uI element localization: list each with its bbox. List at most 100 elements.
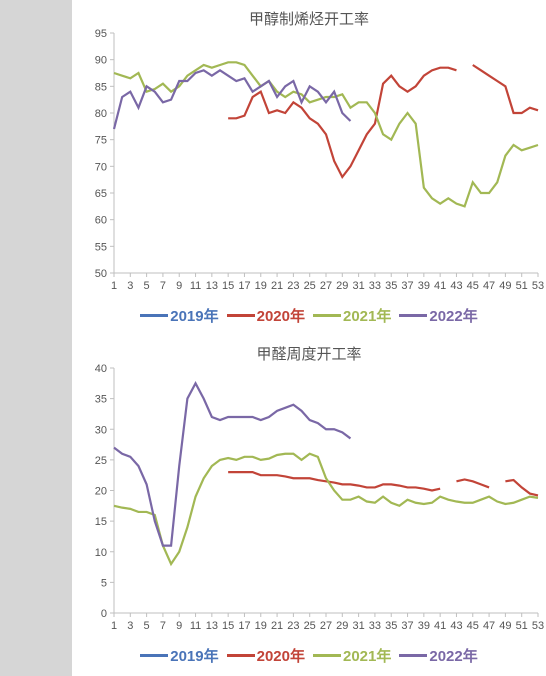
svg-text:60: 60 — [95, 215, 107, 227]
svg-text:40: 40 — [95, 363, 107, 375]
legend-top: 2019年 2020年 2021年 2022年 — [72, 303, 546, 330]
svg-text:45: 45 — [467, 620, 479, 632]
legend-swatch — [399, 654, 427, 657]
svg-text:65: 65 — [95, 188, 107, 200]
svg-text:9: 9 — [176, 620, 182, 632]
svg-text:29: 29 — [336, 620, 348, 632]
svg-text:33: 33 — [369, 280, 381, 292]
chart-title-top: 甲醇制烯烃开工率 — [72, 0, 546, 28]
legend-item: 2019年 — [140, 645, 218, 666]
legend-swatch — [227, 314, 255, 317]
series-line — [114, 383, 350, 545]
legend-bottom: 2019年 2020年 2021年 2022年 — [72, 643, 546, 670]
svg-text:27: 27 — [320, 280, 332, 292]
svg-text:31: 31 — [352, 620, 364, 632]
svg-text:31: 31 — [352, 280, 364, 292]
svg-text:20: 20 — [95, 486, 107, 498]
svg-text:21: 21 — [271, 280, 283, 292]
legend-item: 2021年 — [313, 645, 391, 666]
svg-text:17: 17 — [238, 620, 250, 632]
svg-text:51: 51 — [516, 620, 528, 632]
legend-label: 2019年 — [170, 308, 218, 325]
legend-label: 2020年 — [257, 648, 305, 665]
svg-text:43: 43 — [450, 280, 462, 292]
series-line — [473, 65, 538, 113]
svg-text:30: 30 — [95, 424, 107, 436]
svg-text:5: 5 — [144, 620, 150, 632]
chart-panel-top: 甲醇制烯烃开工率 5055606570758085909513579111315… — [72, 0, 546, 335]
svg-text:37: 37 — [401, 280, 413, 292]
svg-text:15: 15 — [222, 620, 234, 632]
legend-label: 2021年 — [343, 308, 391, 325]
legend-item: 2020年 — [227, 305, 305, 326]
svg-text:49: 49 — [499, 280, 511, 292]
svg-text:39: 39 — [418, 620, 430, 632]
legend-label: 2020年 — [257, 308, 305, 325]
chart-svg-bottom: 0510152025303540135791113151719212325272… — [72, 363, 546, 643]
legend-swatch — [140, 314, 168, 317]
svg-text:19: 19 — [255, 280, 267, 292]
series-line — [114, 454, 538, 564]
svg-text:37: 37 — [401, 620, 413, 632]
svg-text:90: 90 — [95, 55, 107, 67]
svg-text:7: 7 — [160, 620, 166, 632]
legend-label: 2019年 — [170, 648, 218, 665]
svg-text:75: 75 — [95, 135, 107, 147]
svg-text:29: 29 — [336, 280, 348, 292]
svg-text:25: 25 — [304, 620, 316, 632]
svg-text:11: 11 — [190, 280, 201, 292]
svg-text:50: 50 — [95, 268, 107, 280]
chart-title-bottom: 甲醛周度开工率 — [72, 335, 546, 363]
legend-item: 2022年 — [399, 305, 477, 326]
svg-text:43: 43 — [450, 620, 462, 632]
left-gutter — [0, 0, 72, 676]
svg-text:7: 7 — [160, 280, 166, 292]
svg-text:51: 51 — [516, 280, 528, 292]
legend-item: 2022年 — [399, 645, 477, 666]
svg-text:85: 85 — [95, 81, 107, 93]
svg-text:15: 15 — [95, 516, 107, 528]
svg-text:23: 23 — [287, 620, 299, 632]
svg-text:39: 39 — [418, 280, 430, 292]
svg-text:13: 13 — [206, 620, 218, 632]
svg-text:5: 5 — [101, 577, 107, 589]
svg-text:53: 53 — [532, 620, 544, 632]
svg-text:3: 3 — [127, 280, 133, 292]
series-line — [456, 479, 489, 487]
svg-text:33: 33 — [369, 620, 381, 632]
svg-text:1: 1 — [111, 620, 117, 632]
chart-panel-bottom: 甲醛周度开工率 05101520253035401357911131517192… — [72, 335, 546, 676]
svg-text:95: 95 — [95, 28, 107, 40]
page: 甲醇制烯烃开工率 5055606570758085909513579111315… — [0, 0, 546, 676]
series-line — [505, 480, 538, 495]
legend-swatch — [399, 314, 427, 317]
svg-text:21: 21 — [271, 620, 283, 632]
svg-text:41: 41 — [434, 280, 446, 292]
svg-text:3: 3 — [127, 620, 133, 632]
legend-item: 2019年 — [140, 305, 218, 326]
legend-item: 2020年 — [227, 645, 305, 666]
legend-swatch — [313, 314, 341, 317]
svg-text:35: 35 — [385, 620, 397, 632]
svg-text:47: 47 — [483, 620, 495, 632]
svg-text:9: 9 — [176, 280, 182, 292]
chart-svg-top: 5055606570758085909513579111315171921232… — [72, 28, 546, 303]
legend-swatch — [313, 654, 341, 657]
legend-swatch — [227, 654, 255, 657]
svg-text:45: 45 — [467, 280, 479, 292]
svg-text:5: 5 — [144, 280, 150, 292]
svg-text:13: 13 — [206, 280, 218, 292]
svg-text:0: 0 — [101, 608, 107, 620]
svg-text:1: 1 — [111, 280, 117, 292]
svg-text:10: 10 — [95, 547, 107, 559]
legend-label: 2021年 — [343, 648, 391, 665]
svg-text:25: 25 — [95, 455, 107, 467]
legend-swatch — [140, 654, 168, 657]
svg-text:70: 70 — [95, 161, 107, 173]
svg-text:47: 47 — [483, 280, 495, 292]
svg-text:25: 25 — [304, 280, 316, 292]
svg-text:49: 49 — [499, 620, 511, 632]
svg-text:23: 23 — [287, 280, 299, 292]
svg-text:17: 17 — [238, 280, 250, 292]
svg-text:35: 35 — [385, 280, 397, 292]
